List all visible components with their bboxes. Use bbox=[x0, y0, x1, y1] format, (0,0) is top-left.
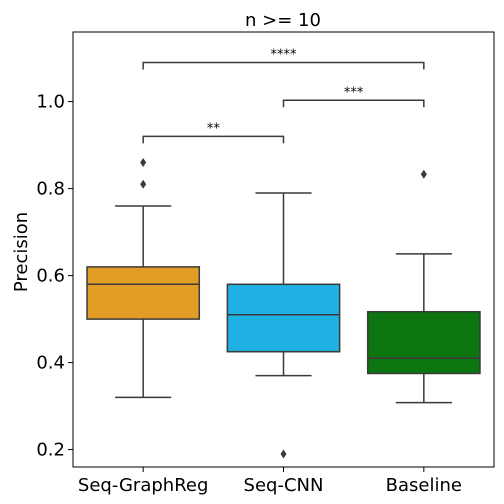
x-tick-label: Seq-GraphReg bbox=[78, 475, 209, 496]
bracket-line bbox=[142, 135, 285, 144]
box-group-2 bbox=[366, 169, 481, 404]
bracket-line bbox=[142, 61, 425, 70]
y-tick-label: 0.8 bbox=[36, 179, 65, 200]
significance-label: ** bbox=[207, 121, 221, 136]
y-tick-label: 0.6 bbox=[36, 266, 65, 287]
x-tick-label: Baseline bbox=[386, 475, 462, 496]
significance-bracket: *** bbox=[282, 85, 425, 108]
outlier-point bbox=[140, 179, 147, 189]
y-tick-label: 0.2 bbox=[36, 440, 65, 461]
y-tick-label: 0.4 bbox=[36, 353, 65, 374]
plot-area: ********* bbox=[86, 47, 481, 459]
iqr-box bbox=[226, 283, 341, 353]
outlier-point bbox=[420, 169, 427, 179]
y-axis-label: Precision bbox=[11, 212, 32, 292]
outlier-point bbox=[280, 449, 287, 459]
x-tick-label: Seq-CNN bbox=[244, 475, 324, 496]
box-group-0 bbox=[86, 158, 201, 399]
outlier-point bbox=[140, 158, 147, 167]
significance-bracket: ** bbox=[142, 121, 285, 144]
bracket-line bbox=[282, 99, 425, 108]
box-group-1 bbox=[226, 192, 341, 459]
chart-title: n >= 10 bbox=[245, 10, 321, 31]
significance-label: **** bbox=[271, 47, 298, 62]
y-tick-label: 1.0 bbox=[36, 92, 65, 113]
axes: 0.2 0.4 0.6 0.8 1.0 Seq-GraphReg Seq-CNN Baseli… bbox=[36, 31, 495, 496]
iqr-box bbox=[86, 266, 201, 320]
significance-bracket: **** bbox=[142, 47, 425, 70]
iqr-box bbox=[366, 310, 481, 375]
significance-label: *** bbox=[344, 85, 364, 100]
